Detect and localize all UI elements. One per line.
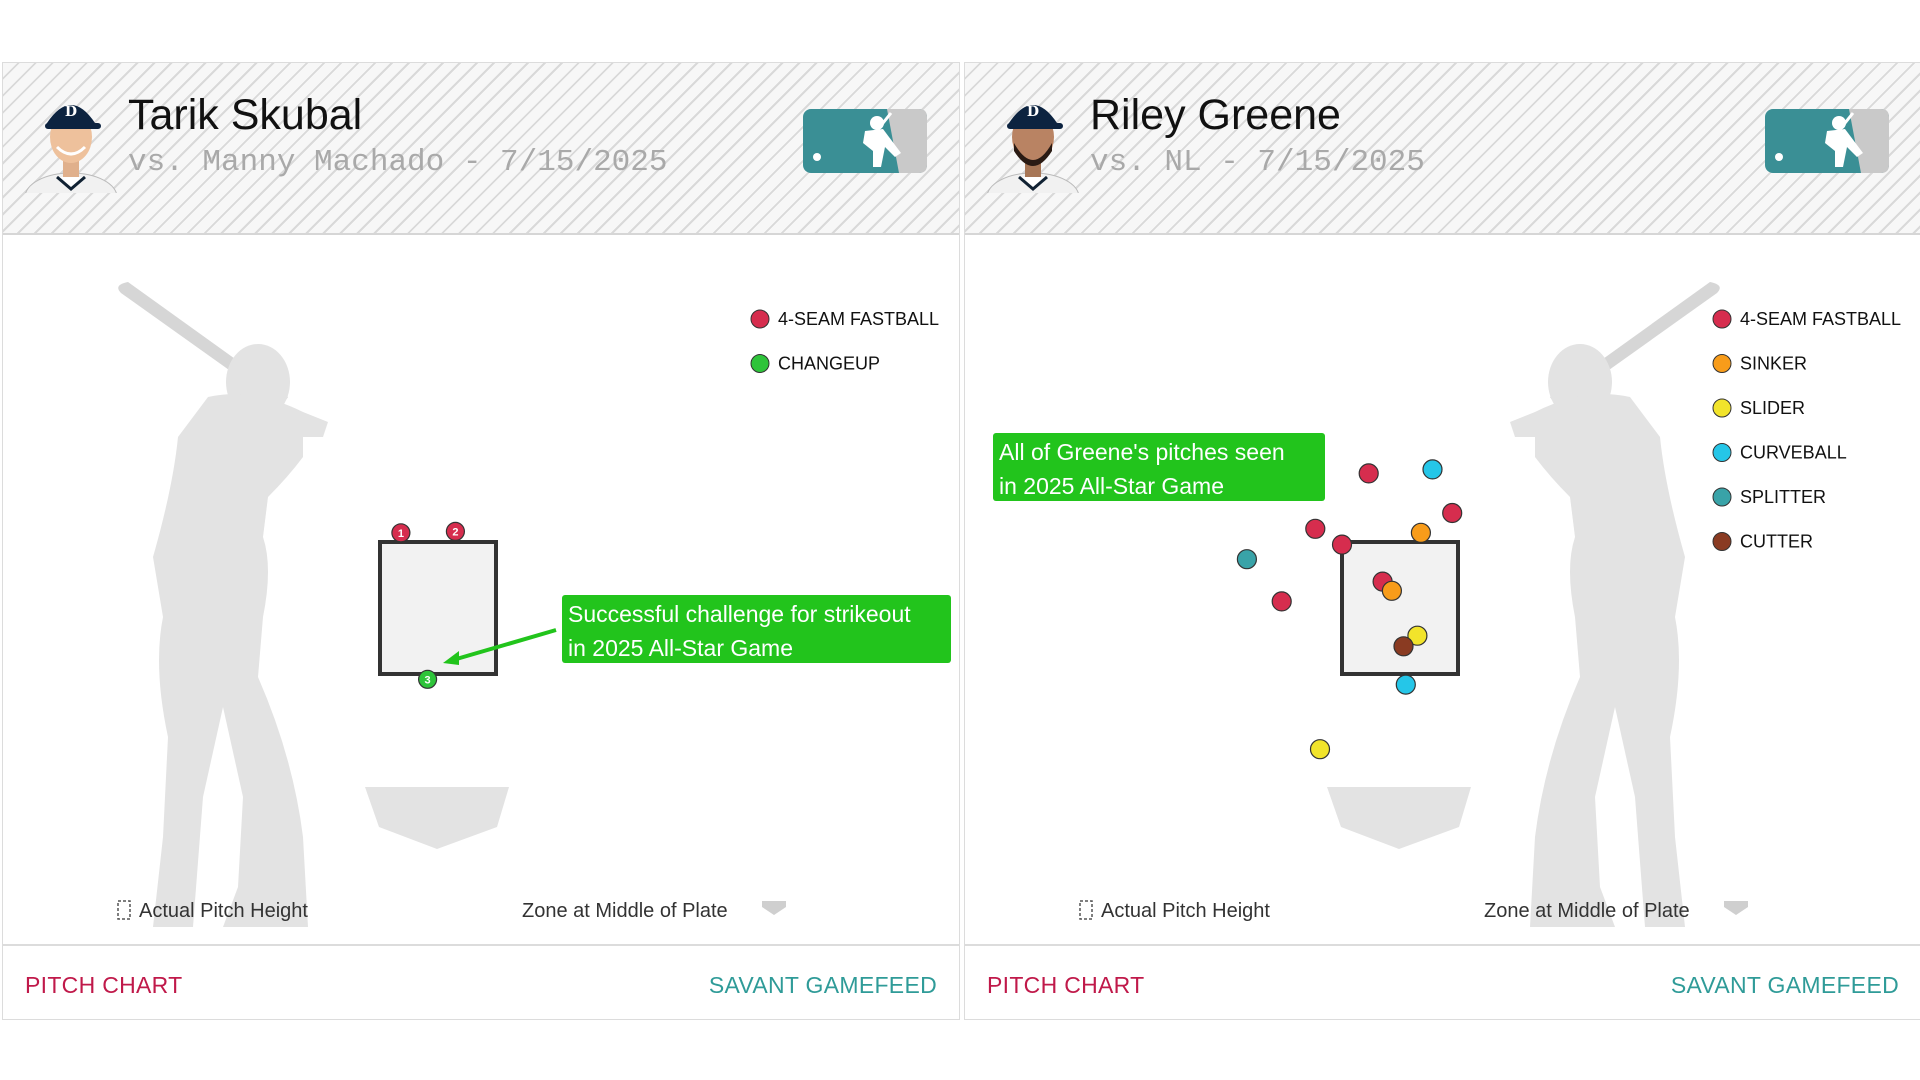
- pitch-point[interactable]: [1381, 580, 1402, 601]
- pitch-point[interactable]: [1236, 549, 1257, 570]
- player-avatar-icon: D: [25, 104, 117, 193]
- strike-zone-plot: All of Greene's pitches seen in 2025 All…: [965, 237, 1920, 947]
- pitch-card-greene: D Riley Greene vs. NL - 7/15/2025 All of…: [964, 62, 1920, 1020]
- matchup-subtitle: vs. NL - 7/15/2025: [1090, 145, 1425, 180]
- pitch-plot-svg: 1 2 3 Successful challenge for strikeout i…: [117, 282, 951, 928]
- callout-line-1: Successful challenge for strikeout: [568, 601, 911, 627]
- card-footer: PITCH CHART SAVANT GAMEFEED: [965, 944, 1920, 1019]
- legend-label: 4-SEAM FASTBALL: [1740, 309, 1901, 329]
- pitch-point[interactable]: [391, 523, 411, 543]
- actual-pitch-height-icon: [1079, 900, 1093, 920]
- card-footer: PITCH CHART SAVANT GAMEFEED: [3, 944, 959, 1019]
- callout-line-1: All of Greene's pitches seen: [999, 439, 1285, 465]
- svg-text:D: D: [65, 104, 77, 120]
- card-header: D Riley Greene vs. NL - 7/15/2025: [965, 63, 1920, 235]
- legend-label: SINKER: [1740, 354, 1807, 374]
- callout-line-2: in 2025 All-Star Game: [999, 473, 1224, 499]
- actual-pitch-height-icon: [117, 900, 131, 920]
- callout-box: [562, 595, 951, 663]
- legend-label: CUTTER: [1740, 532, 1813, 552]
- card-header: D Tarik Skubal vs. Manny Machado - 7/15/…: [3, 63, 959, 235]
- pitch-point[interactable]: [1422, 459, 1443, 480]
- legend-swatch-cutter: [1712, 532, 1732, 551]
- pitch-number-label: 1: [398, 528, 404, 540]
- player-name: Riley Greene: [1090, 91, 1341, 139]
- savant-gamefeed-link[interactable]: SAVANT GAMEFEED: [1670, 972, 1899, 998]
- pitch-chart-link[interactable]: PITCH CHART: [25, 972, 183, 998]
- player-name: Tarik Skubal: [128, 91, 363, 139]
- zone-middle-plate-label: Zone at Middle of Plate: [522, 900, 728, 922]
- batter-silhouette-icon: [1510, 282, 1720, 928]
- pitch-number-label: 3: [425, 674, 431, 686]
- actual-pitch-height-label: Actual Pitch Height: [1101, 900, 1270, 922]
- callout-box: [993, 433, 1325, 501]
- pitch-point[interactable]: [1442, 502, 1463, 524]
- legend-swatch-splitter: [1712, 487, 1732, 507]
- mlb-logo-icon: [803, 109, 927, 173]
- plate-indicator-icon: [762, 901, 786, 915]
- pitch-point[interactable]: [1305, 518, 1326, 539]
- callout-arrow: [443, 628, 557, 665]
- pitch-card-skubal: D Tarik Skubal vs. Manny Machado - 7/15/…: [2, 62, 960, 1020]
- pitch-point[interactable]: [1309, 739, 1331, 760]
- legend-swatch-4-seam-fastball: [750, 309, 770, 329]
- legend-swatch-slider: [1712, 398, 1732, 418]
- legend-swatch-4-seam-fastball: [1712, 309, 1732, 329]
- pitch-points: 1 2 3: [391, 521, 465, 689]
- pitch-point[interactable]: [445, 521, 465, 541]
- home-plate-icon: [1327, 787, 1471, 849]
- pitch-chart-link[interactable]: PITCH CHART: [987, 972, 1145, 998]
- svg-text:D: D: [1027, 104, 1039, 120]
- legend-label: CHANGEUP: [778, 354, 880, 374]
- strike-zone-plot: 1 2 3 Successful challenge for strikeout i…: [3, 237, 959, 947]
- player-avatar-icon: D: [987, 104, 1079, 193]
- home-plate-icon: [365, 787, 509, 849]
- legend-label: 4-SEAM FASTBALL: [778, 309, 939, 329]
- legend-swatch-curveball: [1712, 443, 1732, 462]
- pitch-point[interactable]: [1407, 625, 1428, 646]
- pitch-points: [1236, 459, 1463, 760]
- pitch-point[interactable]: [1331, 534, 1353, 555]
- zone-middle-plate-label: Zone at Middle of Plate: [1484, 900, 1690, 922]
- plate-indicator-icon: [1724, 901, 1748, 915]
- legend-swatch-sinker: [1712, 354, 1732, 373]
- pitch-point[interactable]: [1271, 591, 1292, 612]
- pitch-point[interactable]: [1358, 463, 1379, 484]
- savant-gamefeed-link[interactable]: SAVANT GAMEFEED: [708, 972, 937, 998]
- pitch-point[interactable]: [1410, 522, 1431, 543]
- pitch-point[interactable]: [1395, 674, 1416, 695]
- pitch-number-label: 2: [452, 526, 458, 538]
- pitch-plot-svg: All of Greene's pitches seen in 2025 All…: [993, 282, 1901, 928]
- legend: 4-SEAM FASTBALL SINKER SLIDER CURVEBALL SPLI…: [1712, 309, 1901, 552]
- pitch-point[interactable]: [1393, 636, 1414, 657]
- matchup-subtitle: vs. Manny Machado - 7/15/2025: [128, 145, 668, 180]
- legend-label: CURVEBALL: [1740, 443, 1847, 463]
- legend-label: SLIDER: [1740, 398, 1805, 418]
- pitch-point[interactable]: [418, 669, 438, 689]
- actual-pitch-height-label: Actual Pitch Height: [139, 900, 308, 922]
- callout-line-2: in 2025 All-Star Game: [568, 635, 793, 661]
- mlb-logo-icon: [1765, 109, 1889, 173]
- legend: 4-SEAM FASTBALL CHANGEUP: [750, 309, 939, 374]
- legend-label: SPLITTER: [1740, 487, 1826, 507]
- legend-swatch-changeup: [750, 354, 770, 373]
- batter-silhouette-icon: [118, 282, 328, 928]
